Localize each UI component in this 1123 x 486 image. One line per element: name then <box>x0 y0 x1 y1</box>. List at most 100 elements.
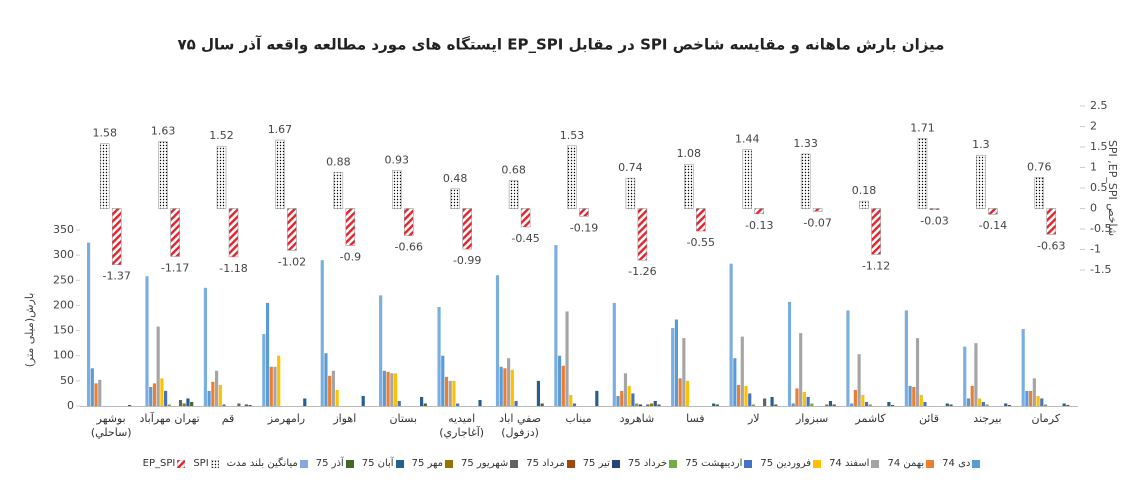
index-bar <box>99 143 110 209</box>
bar <box>891 404 895 406</box>
index-bar <box>1046 208 1057 235</box>
bar <box>1040 398 1044 406</box>
x-tick-label: اهواز <box>333 412 357 425</box>
bar <box>420 396 424 406</box>
legend-swatch-fill <box>871 459 880 468</box>
bar <box>868 404 872 406</box>
bar <box>448 380 452 406</box>
index-bar <box>287 208 297 251</box>
index-bar <box>871 208 881 255</box>
index-bar <box>579 208 589 217</box>
data-label: 1.08 <box>677 147 702 160</box>
data-label: 1.58 <box>92 127 117 140</box>
bar <box>331 370 335 406</box>
bar <box>328 375 332 406</box>
bar <box>478 399 482 406</box>
index-bar <box>345 208 356 246</box>
data-label: 1.67 <box>268 123 293 136</box>
legend-swatch <box>210 459 219 468</box>
data-label: -0.03 <box>920 215 948 228</box>
bar <box>949 404 953 406</box>
y2-tick-label: 0 <box>1090 202 1097 215</box>
index-bar <box>462 208 472 250</box>
index-bar <box>404 208 414 236</box>
bar <box>335 389 339 406</box>
data-label: -0.63 <box>1037 239 1065 252</box>
index-bar <box>111 208 122 265</box>
bar <box>160 378 164 406</box>
data-label: -0.14 <box>979 219 1007 232</box>
x-tick-label: صفي اباد (دزفول) <box>499 412 542 439</box>
bar <box>558 355 562 406</box>
data-label: -0.66 <box>395 241 423 254</box>
x-tick-label: ميناب <box>565 412 592 425</box>
bar <box>802 391 807 406</box>
bar <box>211 381 215 406</box>
bar <box>273 366 277 406</box>
bar <box>262 334 266 406</box>
legend-item: EP_SPI <box>143 458 186 469</box>
bar <box>561 365 565 406</box>
legend-swatch-fill <box>210 459 219 468</box>
bar <box>832 404 836 406</box>
data-label: -1.18 <box>219 262 247 275</box>
x-tick-label: بيرجند <box>973 412 1002 425</box>
bar <box>207 390 211 406</box>
bar <box>214 370 219 406</box>
data-label: -1.37 <box>102 270 130 283</box>
y2-tick-label: -1 <box>1090 243 1101 256</box>
legend-swatch-fill <box>744 459 753 468</box>
bar <box>733 358 737 406</box>
legend-item: آبان 75 <box>362 458 404 469</box>
bar <box>152 383 157 406</box>
bar <box>825 404 829 406</box>
bar <box>791 403 795 406</box>
bar <box>1021 329 1025 406</box>
bar <box>974 343 978 406</box>
bar <box>499 366 503 406</box>
bar <box>361 395 365 406</box>
bar <box>441 355 445 406</box>
legend-swatch <box>972 459 981 468</box>
data-label: 1.71 <box>910 121 935 134</box>
bar <box>861 394 865 406</box>
legend-swatch-fill <box>669 459 678 468</box>
bar <box>712 403 716 406</box>
bar <box>857 354 861 406</box>
data-label: -1.17 <box>161 261 189 274</box>
x-tick-label: لار <box>747 412 760 425</box>
x-tick-label: شاهرود <box>619 412 655 425</box>
bar <box>203 287 207 406</box>
index-bar <box>567 145 577 209</box>
data-label: 1.44 <box>735 132 760 145</box>
bar <box>90 368 94 406</box>
bar <box>787 301 792 406</box>
legend-swatch <box>177 459 186 468</box>
legend-item: دی 74 <box>942 458 981 469</box>
bar <box>828 400 833 406</box>
legend-label: آبان 75 <box>361 458 394 469</box>
bar <box>379 295 383 406</box>
index-bar <box>392 170 402 209</box>
legend-label: بهمن 74 <box>887 458 925 469</box>
bar <box>595 390 599 406</box>
y2-tick-label: 2 <box>1090 120 1097 133</box>
bar <box>386 371 390 406</box>
data-label: -0.19 <box>570 221 598 234</box>
bar <box>945 403 949 406</box>
index-bar <box>228 208 239 258</box>
y2-tick-label: -0.5 <box>1090 222 1111 235</box>
bar <box>507 358 511 406</box>
legend-label: خرداد 75 <box>627 458 668 469</box>
y2-tick-label: -1.5 <box>1090 263 1111 276</box>
bar <box>1066 404 1070 406</box>
index-bar <box>275 139 285 209</box>
bar <box>904 310 908 406</box>
index-bar <box>520 208 531 228</box>
legend-swatch <box>926 459 935 468</box>
bar <box>850 403 854 406</box>
legend-label: تیر 75 <box>582 458 610 469</box>
bar <box>682 338 686 406</box>
legend-item: فروردین 75 <box>760 458 822 469</box>
